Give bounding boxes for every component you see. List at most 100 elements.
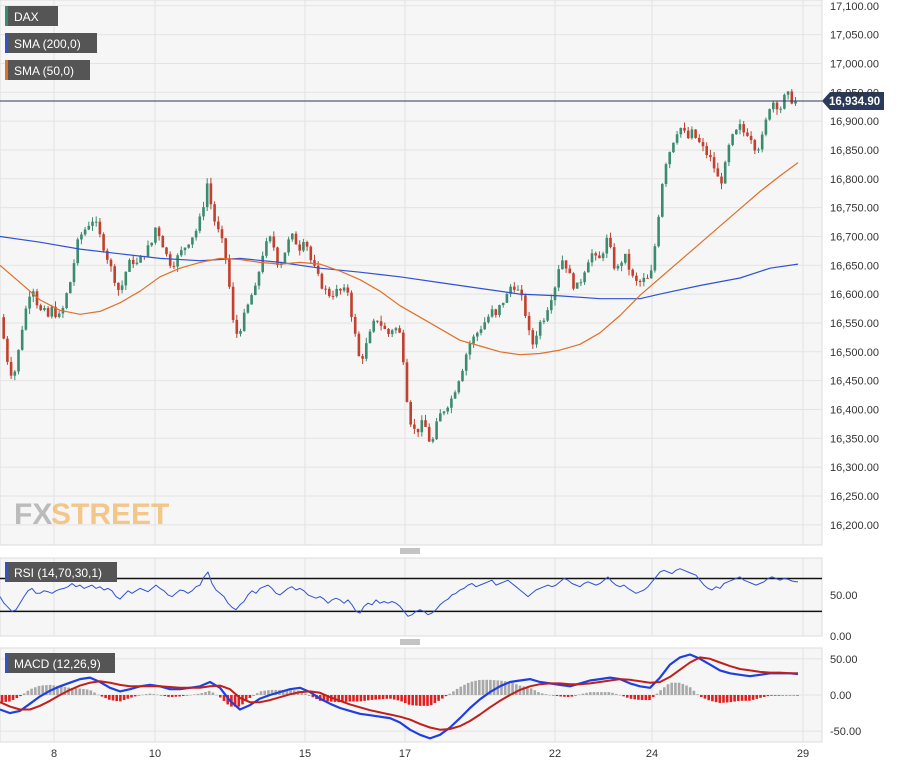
fxstreet-watermark: FX STREET [14,498,169,531]
y-tick-label: 17,100.00 [830,1,879,13]
legend-sma50[interactable]: SMA (50,0) [5,60,90,80]
candle-body [268,236,272,242]
macd-histogram-bar [8,695,11,702]
main-series-layer [0,89,822,444]
macd-histogram-bar [174,695,178,697]
macd-histogram-bar [718,695,722,703]
macd-histogram-bar [167,695,170,697]
candle-body [113,266,116,283]
macd-histogram-bar [748,695,751,701]
legend-sma200[interactable]: SMA (200,0) [5,33,97,53]
candle-body [720,176,723,184]
candle-body [675,134,679,143]
candle-body [57,313,61,317]
candle-body [605,237,609,254]
legend-macd[interactable]: MACD (12,26,9) [5,653,115,673]
candle-body [294,233,298,245]
y-tick-label: 16,550.00 [830,318,879,330]
y-tick-label: 16,950.00 [830,87,879,99]
candle-body [413,424,416,429]
macd-histogram-bar [674,682,677,695]
macd-histogram-bar [141,694,144,696]
watermark-fx: FX [14,498,52,531]
candle-body [394,328,398,331]
candle-body [757,149,760,151]
macd-histogram-bar [426,695,429,706]
macd-histogram-bar [145,694,148,695]
pane-resize-handle[interactable] [400,639,420,645]
pane-resize-handle[interactable] [400,548,420,554]
macd-histogram-bar [381,695,385,700]
macd-histogram-bar [614,693,618,695]
candle-body [313,260,316,266]
macd-histogram-bar [207,690,211,695]
candle-body [353,316,357,334]
candle-body [557,269,560,288]
candle-body [527,315,531,331]
candle-body [28,296,31,309]
candle-body [461,370,464,382]
macd-histogram-bar [459,686,463,695]
candle-body [779,108,782,110]
macd-histogram-bar [788,695,792,696]
sma50-line [0,162,799,356]
candle-body [198,216,202,231]
candle-body [102,234,105,251]
legend-sma200-label: SMA (200,0) [14,37,81,51]
macd-histogram-bar [751,695,755,700]
candle-body [583,272,586,283]
macd-histogram-bar [622,695,625,697]
candle-body [683,127,686,131]
candle-body [87,225,91,230]
macd-histogram-bar [30,688,33,695]
candle-body [668,152,671,165]
macd-histogram-bar [37,685,41,695]
axis-labels: 8 10 15 17 22 24 29 17,100.00 17,050.00 17,000.00… [51,1,879,760]
candle-body [350,292,353,317]
candle-body [590,253,594,263]
x-tick-label: 15 [299,748,311,760]
macd-histogram-bar [159,695,163,696]
macd-histogram-bar [85,689,89,695]
macd-histogram-bar [96,694,100,696]
candle-body [157,227,161,237]
candle-body [387,328,390,335]
macd-histogram-bar [448,693,451,695]
candle-body [661,184,664,217]
macd-histogram-bar [618,694,622,696]
sma200-line [0,235,799,300]
candle-body [180,250,183,256]
macd-histogram-bar [663,687,666,695]
legend-rsi[interactable]: RSI (14,70,30,1) [5,562,117,582]
macd-histogram-bar [370,695,374,700]
legend-dax[interactable]: DAX [5,6,58,26]
candle-body [2,317,5,339]
macd-histogram-bar [378,695,381,700]
candle-body [302,241,305,251]
candle-body [146,245,150,257]
macd-y-tick-label: -50.00 [830,726,861,738]
candle-body [760,134,764,150]
x-tick-label: 10 [149,748,161,760]
macd-histogram-bar [211,692,215,695]
macd-histogram-bar [489,679,492,695]
candle-body [416,428,420,433]
macd-histogram-bar [89,690,93,695]
candle-body [712,157,716,169]
candle-body [109,259,113,267]
y-tick-label: 16,800.00 [830,174,879,186]
candle-body [368,331,372,344]
macd-histogram-bar [82,688,85,695]
candle-body [564,260,568,269]
candle-body [176,255,179,267]
macd-histogram-bar [681,683,685,695]
macd-histogram-bar [244,695,248,702]
rsi-series-layer [0,568,822,617]
candle-body [786,91,790,95]
macd-histogram-bar [78,688,81,695]
candle-body [520,289,523,296]
macd-histogram-bar [148,693,152,695]
macd-histogram-bar [544,694,548,695]
candle-body [106,250,109,260]
candle-body [72,263,76,283]
